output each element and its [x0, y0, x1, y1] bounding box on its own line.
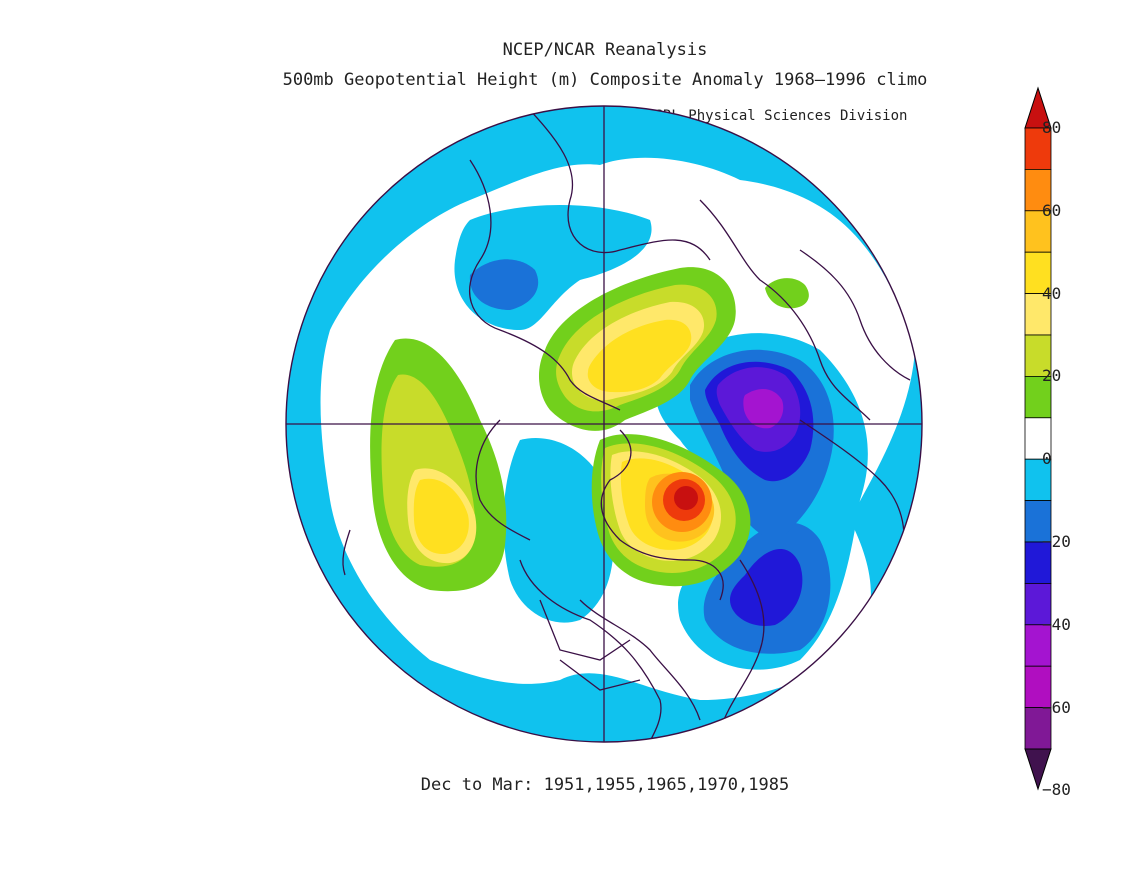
colorbar-tick-label: 40: [1042, 283, 1062, 303]
pacific-yellow-core: [413, 478, 469, 555]
colorbar-box: [1024, 458, 1052, 502]
colorbar-tick-label: −40: [1042, 614, 1071, 634]
map-border: [285, 105, 923, 743]
colorbar-tick-label: 20: [1042, 366, 1062, 386]
colorbar-tick-label: 80: [1042, 118, 1062, 137]
coastlines: [342, 106, 911, 742]
colorbar-tick-label: −60: [1042, 697, 1071, 717]
polar-map: [285, 105, 923, 743]
colorbar-box: [1024, 334, 1052, 377]
colorbar-box: [1024, 665, 1052, 709]
chart-subtitle: 500mb Geopotential Height (m) Composite …: [282, 70, 928, 90]
colorbar-tick-label: 60: [1042, 200, 1062, 220]
colorbar-box: [1024, 417, 1052, 460]
colorbar-tick-label: 0: [1042, 449, 1052, 469]
chart-title: NCEP/NCAR Reanalysis: [502, 40, 708, 60]
colorbar-tick-label: −20: [1042, 532, 1071, 551]
arctic-yellow-core: [587, 319, 692, 393]
colorbar-tick-label: −80: [1042, 780, 1071, 800]
europe-purple-core: [743, 388, 784, 429]
east-asia-blue-core: [730, 548, 803, 626]
alaska-darkblue: [469, 259, 539, 310]
colorbar-box: [1024, 541, 1052, 584]
colorbar-box: [1024, 500, 1052, 543]
chart-footer: Dec to Mar: 1951,1955,1965,1970,1985: [420, 775, 790, 795]
colorbar-box: [1024, 210, 1052, 253]
colorbar-box: [1024, 293, 1052, 336]
colorbar-box: [1024, 707, 1052, 750]
colorbar-box: [1024, 169, 1052, 212]
colorbar: [1024, 86, 1052, 791]
colorbar-bottom-arrow: [1024, 748, 1052, 791]
namerica-red-core: [674, 486, 698, 510]
colorbar-box: [1024, 375, 1052, 419]
hudson-negative-area: [503, 438, 614, 623]
scandinavia-green-patch: [765, 278, 809, 309]
colorbar-box: [1024, 582, 1052, 626]
